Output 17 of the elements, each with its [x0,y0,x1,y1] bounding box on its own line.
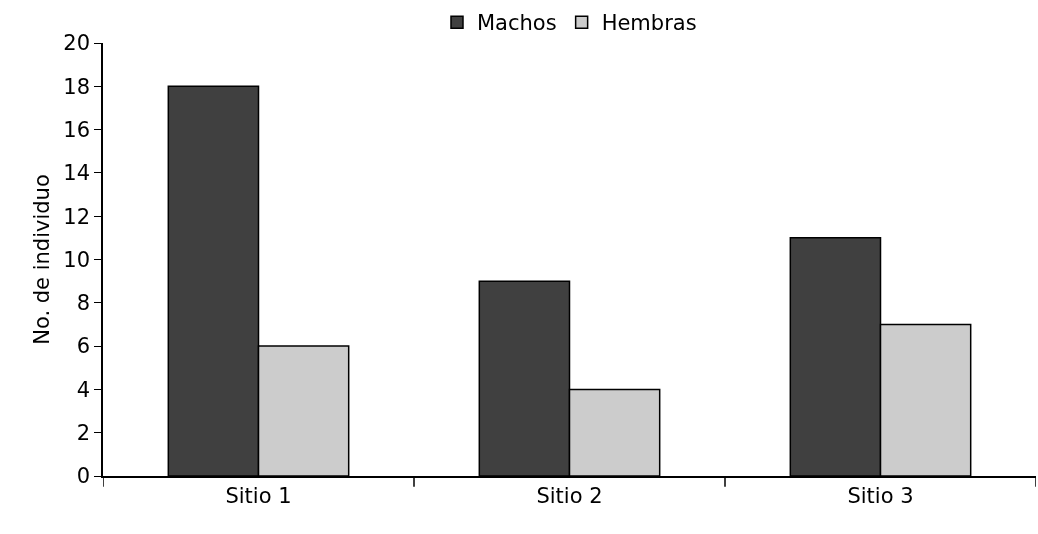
x-tick-label: Sitio 3 [847,483,914,508]
legend-label: Hembras [601,11,697,36]
y-axis-title: No. de individuo [29,174,54,345]
y-tick-label: 6 [76,334,91,359]
y-tick-label: 20 [63,31,91,56]
x-tick-label: Sitio 2 [536,483,603,508]
y-tick-label: 4 [76,377,91,402]
y-tick-label: 12 [63,204,91,229]
y-tick-label: 16 [63,117,91,142]
y-tick-label: 8 [76,291,91,316]
y-tick-label: 14 [63,161,91,186]
y-tick-label: 18 [63,74,91,99]
x-tick-label: Sitio 1 [225,483,292,508]
y-tick-label: 0 [76,464,91,489]
y-tick-label: 2 [76,421,91,446]
y-tick-label: 10 [63,247,91,272]
legend-label: Machos [477,11,557,36]
